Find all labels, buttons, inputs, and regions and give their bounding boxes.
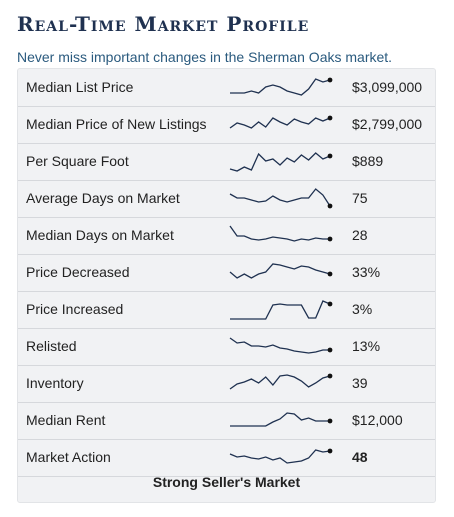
metric-row[interactable]: Average Days on Market 75 — [18, 180, 435, 218]
trend-sparkline — [229, 152, 333, 172]
sparkline-endpoint — [327, 448, 333, 454]
metric-value: 3% — [352, 301, 373, 317]
sparkline-endpoint — [327, 418, 333, 424]
trend-sparkline — [229, 225, 333, 242]
metric-label: Per Square Foot — [26, 153, 129, 169]
sparkline-path — [229, 263, 331, 279]
trend-sparkline — [229, 337, 333, 354]
metric-value: 28 — [352, 227, 368, 243]
metric-label: Price Increased — [26, 301, 124, 317]
metric-label: Median List Price — [26, 79, 134, 95]
metric-row[interactable]: Price Increased 3% — [18, 291, 435, 329]
sparkline-endpoint — [327, 347, 333, 353]
metric-value: 33% — [352, 264, 381, 280]
metric-value: $3,099,000 — [352, 79, 423, 95]
sparkline-path — [230, 78, 331, 96]
sparkline-path — [229, 337, 330, 354]
metric-row[interactable]: Per Square Foot $889 — [18, 143, 435, 181]
metric-label: Price Decreased — [26, 264, 130, 280]
metric-label: Median Rent — [26, 412, 106, 428]
trend-sparkline — [230, 300, 333, 320]
trend-sparkline — [229, 115, 333, 129]
metric-label: Average Days on Market — [26, 190, 180, 206]
trend-sparkline — [230, 77, 333, 96]
widget-subtitle: Never miss important changes in the Sher… — [17, 49, 393, 65]
sparkline-path — [230, 412, 330, 427]
metric-row[interactable]: Median List Price $3,099,000 — [18, 69, 435, 107]
metric-value: 39 — [352, 375, 368, 391]
metric-value: 48 — [352, 449, 368, 465]
metric-row[interactable]: Median Days on Market 28 — [18, 217, 435, 255]
sparkline-path — [229, 374, 331, 390]
sparkline-endpoint — [327, 373, 333, 379]
metric-row[interactable]: Inventory 39 — [18, 365, 435, 403]
trend-sparkline — [229, 263, 333, 279]
metric-value: $889 — [352, 153, 384, 169]
sparkline-path — [229, 152, 331, 172]
metric-value: 13% — [352, 338, 381, 354]
trend-sparkline — [229, 448, 333, 464]
metric-row[interactable]: Price Decreased 33% — [18, 254, 435, 292]
metric-label: Median Price of New Listings — [26, 116, 207, 132]
sparkline-endpoint — [327, 77, 333, 83]
metric-row[interactable]: Relisted 13% — [18, 328, 435, 366]
metric-label: Median Days on Market — [26, 227, 174, 243]
trend-sparkline — [230, 412, 333, 427]
market-verdict: Strong Seller's Market — [152, 474, 301, 490]
sparkline-endpoint — [327, 153, 333, 159]
sparkline-endpoint — [327, 301, 333, 307]
sparkline-endpoint — [327, 203, 333, 209]
metric-row[interactable]: Market Action 48 — [18, 439, 435, 477]
sparkline-path — [229, 188, 331, 207]
metric-label: Relisted — [26, 338, 77, 354]
metric-value: $2,799,000 — [352, 116, 423, 132]
sparkline-path — [229, 225, 330, 242]
sparkline-path — [229, 117, 331, 129]
trend-sparkline — [229, 188, 333, 209]
sparkline-endpoint — [327, 115, 333, 121]
metrics-panel: Median List Price $3,099,000 Median Price … — [17, 68, 436, 503]
sparkline-endpoint — [327, 236, 333, 242]
sparkline-path — [229, 449, 331, 464]
trend-sparkline — [229, 373, 333, 390]
widget-title: Real-Time Market Profile — [17, 12, 310, 36]
metric-row[interactable]: Median Price of New Listings $2,799,000 — [18, 106, 435, 144]
sparkline-endpoint — [327, 271, 333, 277]
metric-value: $12,000 — [352, 412, 403, 428]
sparkline-path — [230, 300, 331, 320]
metric-value: 75 — [352, 190, 368, 206]
metric-label: Market Action — [26, 449, 111, 465]
metric-label: Inventory — [26, 375, 84, 391]
metric-row[interactable]: Median Rent $12,000 — [18, 402, 435, 440]
